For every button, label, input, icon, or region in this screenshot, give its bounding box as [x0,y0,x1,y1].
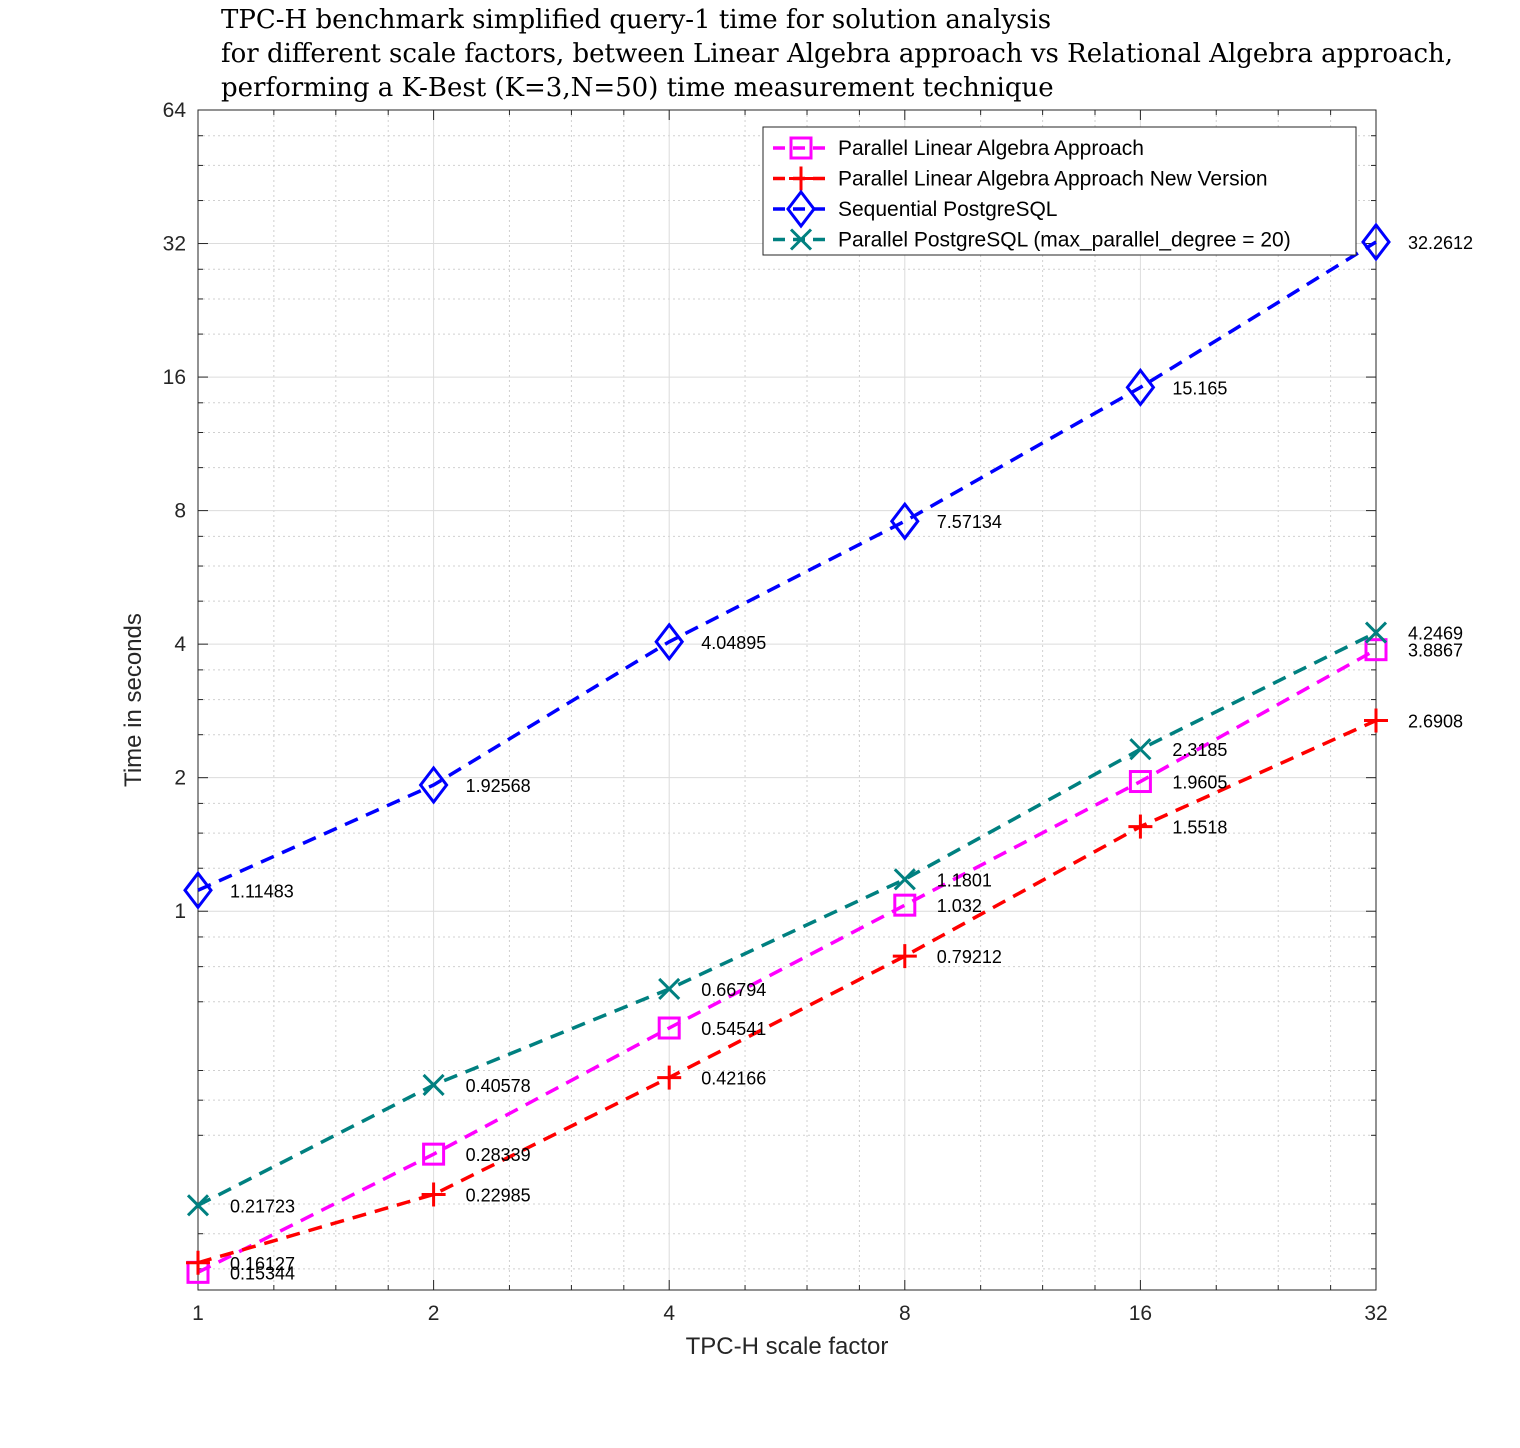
data-point [1361,222,1391,262]
x-tick-label: 1 [192,1302,204,1325]
data-label: 3.8867 [1408,641,1463,661]
legend: Parallel Linear Algebra Approach Parallel… [762,126,1357,256]
data-label: 7.57134 [937,512,1002,532]
legend-entry: Parallel Linear Algebra Approach New Ver… [773,166,1268,191]
data-point [657,1016,681,1040]
y-tick-label: 2 [174,767,186,790]
legend-label: Sequential PostgreSQL [838,198,1057,221]
data-label: 1.9605 [1172,773,1227,793]
legend-entry: Sequential PostgreSQL [773,189,1057,229]
data-point [889,501,920,541]
series-line [197,631,1377,1207]
legend-marker [789,228,813,251]
data-label: 1.11483 [230,881,294,901]
data-point [1128,770,1152,794]
data-label: 1.1801 [937,870,992,890]
title-line-2: for different scale factors, between Lin… [221,39,1453,69]
data-label: 4.04895 [701,633,766,653]
y-tick-label: 64 [163,99,187,122]
data-point [1364,708,1388,733]
data-point [421,1182,446,1207]
x-axis-label: TPC-H scale factor [686,1333,889,1360]
series-line [197,240,1377,892]
x-tick-labels: 1 2 4 8 16 32 [192,1302,1388,1325]
data-point [657,1065,682,1090]
x-tick-label: 4 [663,1302,675,1325]
data-labels: 0.15344 0.28339 0.54541 1.032 1.9605 3.8867 0.… [230,233,1473,1283]
data-label: 1.032 [937,896,982,916]
data-label: 0.16127 [230,1254,295,1274]
data-point [1129,738,1152,761]
data-point [654,622,685,662]
y-axis-label: Time in seconds [120,613,147,787]
data-label: 2.6908 [1408,712,1463,732]
x-tick-label: 8 [899,1302,911,1325]
data-point [422,1073,445,1097]
series-1 [186,708,1388,1275]
data-label: 2.3185 [1172,740,1227,760]
title-line-3: performing a K-Best (K=3,N=50) time meas… [221,73,1054,103]
data-label: 0.40578 [466,1076,531,1096]
data-label: 0.21723 [230,1196,295,1216]
data-point [1125,367,1156,407]
x-tick-label: 32 [1364,1302,1387,1325]
legend-entry: Parallel PostgreSQL (max_parallel_degree… [773,228,1291,252]
y-tick-label: 4 [174,633,186,656]
legend-marker [786,189,816,229]
data-label: 0.28339 [466,1145,531,1165]
data-label: 1.5518 [1172,818,1227,838]
data-point [1364,638,1388,662]
legend-label: Parallel Linear Algebra Approach New Ver… [838,168,1268,191]
x-tick-label: 16 [1129,1302,1152,1325]
data-point [893,868,916,891]
y-tick-label: 8 [174,500,186,523]
series-3 [186,621,1388,1217]
data-point [418,765,449,805]
data-label: 4.2469 [1408,624,1463,644]
data-point [183,870,213,910]
data-label: 0.54541 [701,1019,766,1039]
data-point [1364,621,1388,644]
data-point [186,1250,210,1275]
series-line [197,648,1377,1274]
data-point [893,893,917,917]
data-label: 0.15344 [230,1263,295,1283]
data-label: 32.2612 [1408,233,1473,253]
legend-marker [789,136,813,160]
data-label: 0.66794 [701,980,766,1000]
grid [197,109,1377,1290]
y-tick-labels: 1 2 4 8 16 32 64 [163,99,187,923]
series-0 [186,638,1388,1284]
axis-ticks [197,109,1377,1290]
series-2 [183,222,1391,910]
chart-title: TPC-H benchmark simplified query-1 time … [221,5,1453,103]
title-line-1: TPC-H benchmark simplified query-1 time … [221,5,1051,35]
data-label: 0.42166 [701,1069,766,1089]
data-label: 0.79212 [937,947,1002,967]
data-point [1128,814,1153,839]
legend-label: Parallel Linear Algebra Approach [838,137,1144,160]
data-label: 0.22985 [466,1185,531,1205]
series-line [197,718,1377,1265]
series-lines [183,222,1391,1284]
data-label: 15.165 [1172,378,1227,398]
y-tick-label: 32 [163,233,186,256]
data-point [658,977,681,1001]
data-point [422,1142,446,1166]
legend-label: Parallel PostgreSQL (max_parallel_degree… [838,229,1291,252]
x-tick-label: 2 [428,1302,440,1325]
y-tick-label: 16 [163,366,186,389]
legend-marker [789,166,813,191]
y-tick-label: 1 [174,900,186,923]
legend-entry: Parallel Linear Algebra Approach [773,136,1144,160]
data-point [892,944,917,969]
data-label: 1.92568 [466,776,531,796]
data-point [186,1194,210,1217]
legend-box [762,126,1357,256]
